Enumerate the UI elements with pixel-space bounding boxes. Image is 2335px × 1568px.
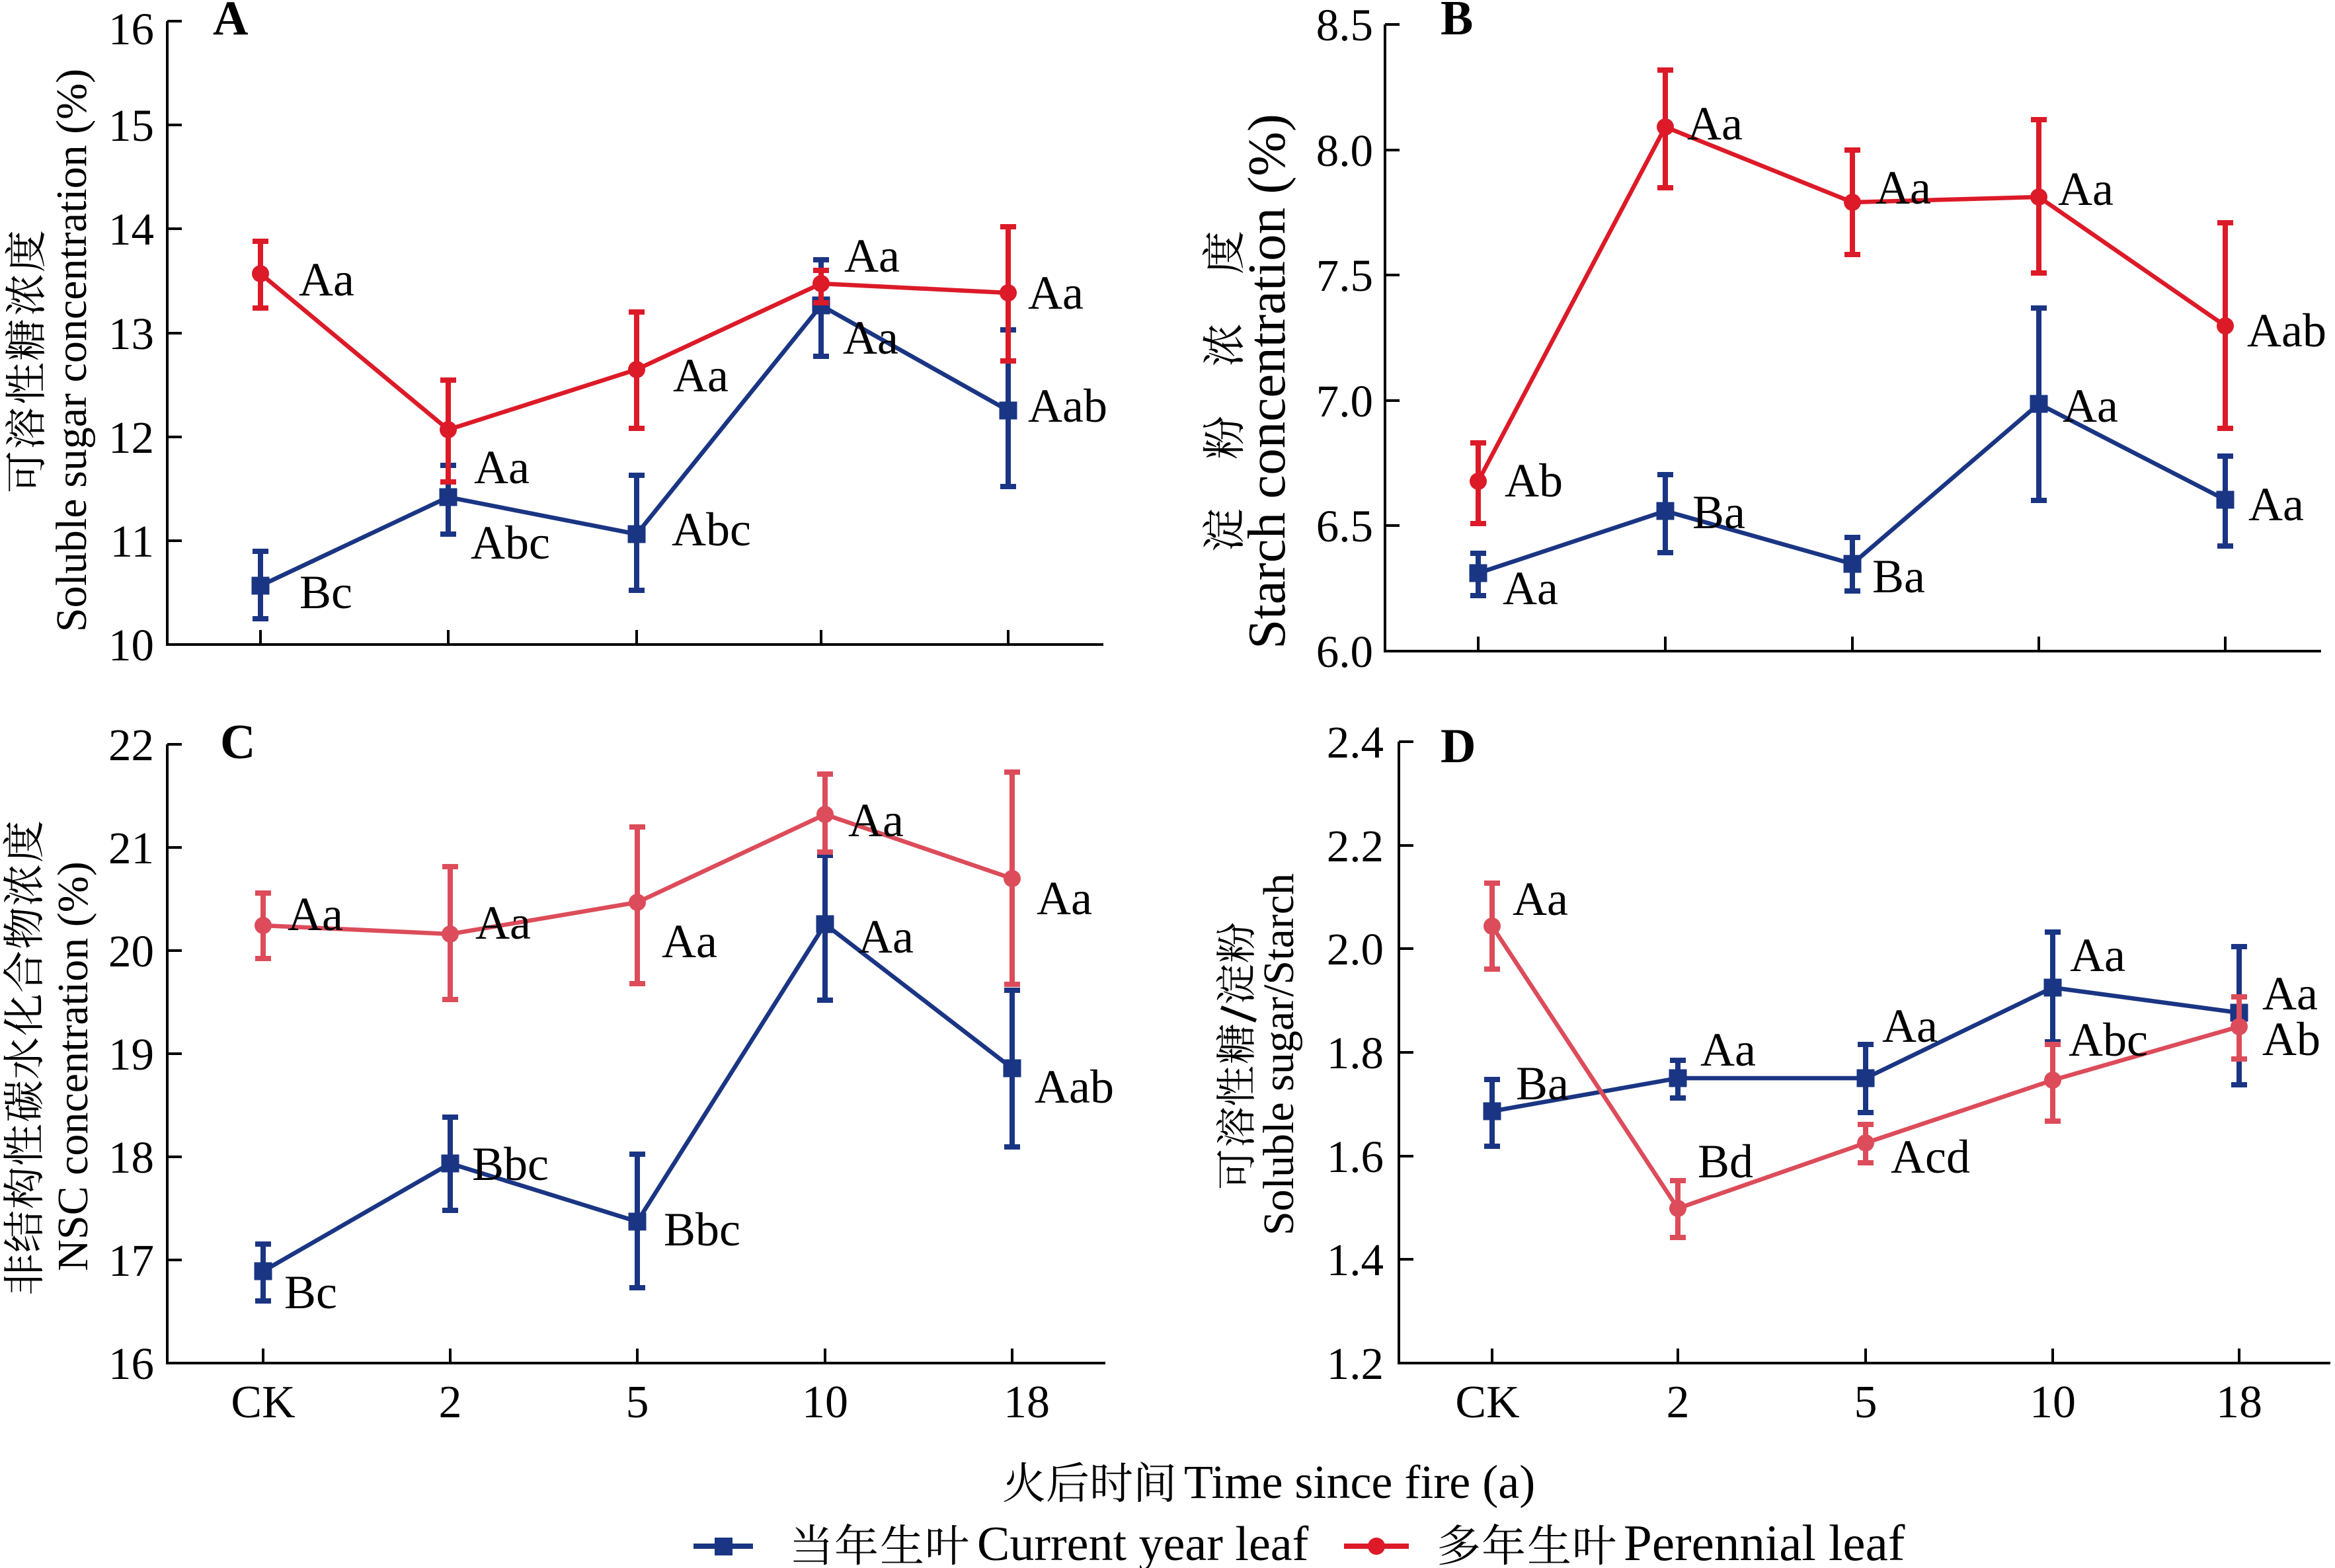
- svg-text:Aa: Aa: [843, 311, 898, 364]
- svg-text:CK: CK: [1455, 1377, 1519, 1428]
- svg-text:2.0: 2.0: [1327, 924, 1384, 974]
- svg-text:D: D: [1441, 719, 1476, 773]
- svg-text:2: 2: [1667, 1377, 1690, 1428]
- svg-text:6.5: 6.5: [1316, 501, 1373, 551]
- svg-text:11: 11: [110, 516, 154, 567]
- svg-text:Bc: Bc: [284, 1266, 337, 1319]
- svg-text:Perennial leaf: Perennial leaf: [1624, 1514, 1905, 1568]
- svg-text:Aab: Aab: [1035, 1060, 1114, 1113]
- svg-text:14: 14: [108, 204, 154, 255]
- svg-text:16: 16: [108, 1339, 154, 1389]
- svg-text:2.2: 2.2: [1327, 821, 1384, 871]
- svg-text:8.0: 8.0: [1316, 126, 1373, 176]
- svg-text:20: 20: [108, 926, 154, 976]
- svg-text:Aa: Aa: [2063, 379, 2118, 432]
- svg-text:Aa: Aa: [2248, 478, 2304, 531]
- svg-text:Aa: Aa: [1503, 562, 1558, 615]
- svg-text:Aa: Aa: [662, 915, 717, 968]
- svg-text:2.4: 2.4: [1327, 717, 1384, 767]
- svg-text:NSC concentration (%): NSC concentration (%): [49, 861, 97, 1271]
- svg-text:Aa: Aa: [673, 349, 729, 402]
- svg-text:Aa: Aa: [2058, 163, 2114, 216]
- svg-text:Ba: Ba: [1692, 486, 1745, 539]
- svg-text:22: 22: [108, 720, 154, 770]
- svg-text:Abc: Abc: [672, 503, 751, 556]
- svg-text:7.0: 7.0: [1316, 376, 1373, 426]
- svg-text:Aab: Aab: [1028, 379, 1107, 432]
- svg-text:Aa: Aa: [299, 253, 354, 306]
- svg-text:Aa: Aa: [858, 910, 914, 963]
- svg-text:A: A: [213, 0, 248, 46]
- svg-text:Ba: Ba: [1516, 1057, 1569, 1110]
- svg-text:15: 15: [108, 100, 154, 151]
- svg-text:6.0: 6.0: [1316, 627, 1373, 677]
- svg-text:Aa: Aa: [844, 229, 900, 282]
- svg-text:Aa: Aa: [1037, 872, 1092, 925]
- svg-text:Current year leaf: Current year leaf: [977, 1517, 1309, 1568]
- svg-text:Ba: Ba: [1872, 550, 1925, 603]
- svg-text:Bd: Bd: [1698, 1135, 1753, 1188]
- svg-text:18: 18: [1004, 1377, 1050, 1428]
- svg-text:Aa: Aa: [475, 896, 531, 949]
- svg-text:12: 12: [108, 412, 154, 463]
- svg-text:Aa: Aa: [1700, 1023, 1756, 1076]
- svg-text:Bbc: Bbc: [472, 1138, 549, 1191]
- svg-text:Starch concentration (%): Starch concentration (%): [1237, 114, 1296, 649]
- svg-text:17: 17: [108, 1235, 154, 1286]
- svg-text:Aa: Aa: [474, 441, 530, 494]
- svg-text:CK: CK: [231, 1377, 295, 1428]
- svg-text:13: 13: [108, 309, 154, 359]
- svg-text:Aa: Aa: [1687, 97, 1743, 150]
- svg-text:10: 10: [2030, 1377, 2076, 1428]
- svg-text:Aa: Aa: [2070, 929, 2125, 982]
- svg-text:Aa: Aa: [1513, 873, 1568, 925]
- svg-text:21: 21: [108, 823, 154, 873]
- svg-text:Acd: Acd: [1891, 1130, 1970, 1183]
- svg-text:Bbc: Bbc: [664, 1203, 740, 1256]
- svg-text:Time since fire (a): Time since fire (a): [1184, 1456, 1535, 1509]
- svg-text:Aa: Aa: [1876, 161, 1931, 214]
- svg-text:8.5: 8.5: [1316, 0, 1373, 50]
- svg-text:Aa: Aa: [848, 794, 904, 847]
- svg-text:1.6: 1.6: [1327, 1132, 1384, 1182]
- svg-text:Ab: Ab: [2262, 1013, 2320, 1066]
- svg-text:7.5: 7.5: [1316, 251, 1373, 301]
- svg-text:5: 5: [626, 1377, 649, 1428]
- svg-text:Abc: Abc: [2069, 1013, 2148, 1066]
- svg-text:1.2: 1.2: [1327, 1339, 1384, 1389]
- svg-text:Aab: Aab: [2247, 304, 2326, 357]
- svg-text:Aa: Aa: [288, 888, 343, 941]
- svg-text:B: B: [1441, 0, 1473, 46]
- svg-text:Ab: Ab: [1505, 454, 1563, 507]
- svg-text:5: 5: [1854, 1377, 1878, 1428]
- svg-text:1.8: 1.8: [1327, 1028, 1384, 1078]
- svg-text:2: 2: [439, 1377, 462, 1428]
- svg-text:Aa: Aa: [1028, 266, 1084, 319]
- svg-text:Bc: Bc: [299, 566, 352, 619]
- svg-text:1.4: 1.4: [1327, 1235, 1384, 1285]
- svg-text:Aa: Aa: [2262, 967, 2318, 1020]
- svg-text:Soluble sugar/Starch: Soluble sugar/Starch: [1255, 873, 1303, 1235]
- svg-text:Soluble sugar concentration (%: Soluble sugar concentration (%): [48, 69, 96, 632]
- svg-text:18: 18: [108, 1132, 154, 1183]
- svg-text:10: 10: [802, 1377, 848, 1428]
- svg-text:Aa: Aa: [1882, 1000, 1938, 1052]
- svg-text:Abc: Abc: [471, 516, 550, 569]
- svg-text:16: 16: [108, 4, 154, 54]
- svg-text:C: C: [220, 715, 255, 769]
- svg-text:10: 10: [108, 620, 154, 670]
- svg-text:19: 19: [108, 1029, 154, 1079]
- svg-text:18: 18: [2216, 1377, 2262, 1428]
